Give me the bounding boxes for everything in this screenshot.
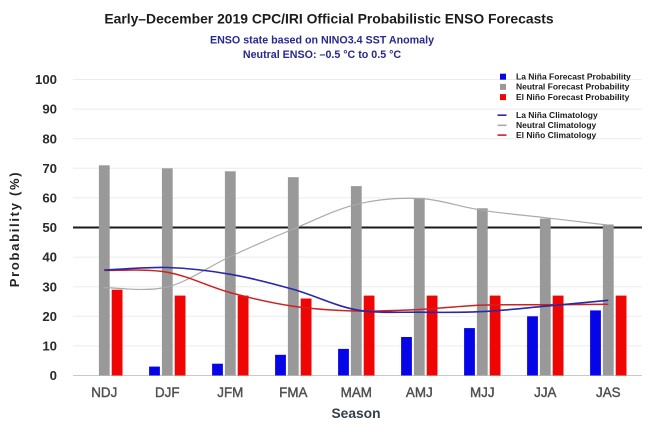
svg-text:La Niña Forecast Probability: La Niña Forecast Probability <box>516 72 631 82</box>
svg-text:30: 30 <box>42 279 57 294</box>
svg-text:20: 20 <box>42 309 57 324</box>
svg-text:JAS: JAS <box>596 385 621 400</box>
svg-text:MJJ: MJJ <box>470 385 495 400</box>
svg-text:La Niña Climatology: La Niña Climatology <box>516 110 598 120</box>
svg-text:JFM: JFM <box>217 385 243 400</box>
svg-text:Neutral Climatology: Neutral Climatology <box>516 120 597 130</box>
svg-text:ENSO state based on NINO3.4 SS: ENSO state based on NINO3.4 SST Anomaly <box>210 35 434 47</box>
svg-text:JJA: JJA <box>534 385 556 400</box>
svg-text:Probability (%): Probability (%) <box>7 171 22 288</box>
svg-text:MAM: MAM <box>341 385 372 400</box>
svg-text:100: 100 <box>35 72 57 87</box>
svg-text:NDJ: NDJ <box>91 385 117 400</box>
svg-text:FMA: FMA <box>279 385 307 400</box>
svg-text:DJF: DJF <box>155 385 180 400</box>
svg-text:El Niño Forecast Probability: El Niño Forecast Probability <box>516 92 630 102</box>
svg-text:60: 60 <box>42 191 57 206</box>
svg-text:Season: Season <box>331 406 380 421</box>
svg-text:Neutral Forecast Probability: Neutral Forecast Probability <box>516 82 630 92</box>
svg-text:70: 70 <box>42 161 57 176</box>
svg-text:40: 40 <box>42 250 57 265</box>
svg-text:50: 50 <box>42 220 57 235</box>
svg-text:10: 10 <box>42 339 57 354</box>
svg-text:AMJ: AMJ <box>406 385 433 400</box>
svg-text:80: 80 <box>42 131 57 146</box>
svg-text:Early–December 2019 CPC/IRI Of: Early–December 2019 CPC/IRI Official Pro… <box>104 11 554 27</box>
svg-text:Neutral ENSO: –0.5 °C to 0.5 °: Neutral ENSO: –0.5 °C to 0.5 °C <box>243 49 401 61</box>
svg-text:0: 0 <box>50 368 57 383</box>
svg-text:El Niño Climatology: El Niño Climatology <box>516 130 597 140</box>
svg-text:90: 90 <box>42 102 57 117</box>
